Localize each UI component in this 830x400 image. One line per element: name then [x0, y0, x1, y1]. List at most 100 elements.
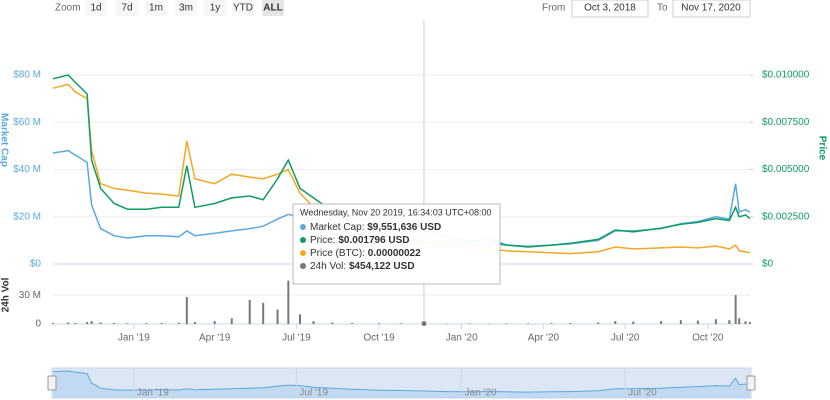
zoom-button[interactable]: 1d — [85, 0, 107, 16]
zoom-button-label[interactable]: 3m — [179, 3, 193, 14]
zoom-button[interactable]: YTD — [232, 0, 254, 16]
volume-bar — [99, 322, 102, 324]
volume-bar — [52, 323, 54, 324]
tooltip-row: Price: $0.001796 USD — [310, 235, 410, 246]
tooltip-value: $454,122 USD — [349, 261, 415, 272]
to-input[interactable] — [672, 0, 751, 18]
y-tick-label: $80 M — [13, 70, 41, 81]
y2-tick-label: $0.002500 — [762, 211, 810, 222]
from-label: From — [542, 3, 565, 14]
y-tick-label: $0 — [30, 259, 42, 270]
volume-bar — [126, 323, 129, 324]
zoom-button-bg[interactable] — [85, 0, 107, 16]
volume-bar — [185, 297, 188, 324]
volume-bar — [262, 302, 265, 324]
x-tick-label: Jul '19 — [282, 333, 311, 344]
zoom-button-bg[interactable] — [262, 0, 284, 16]
volume-bar — [331, 322, 334, 324]
zoom-button-label[interactable]: 1d — [90, 3, 101, 14]
volume-bar — [145, 323, 148, 324]
tooltip-bullet — [300, 250, 306, 256]
volume-bar — [67, 322, 70, 324]
tooltip-row: Market Cap: $9,551,636 USD — [310, 222, 441, 233]
tooltip-bullet — [300, 237, 306, 243]
volume-bar — [276, 309, 279, 324]
navigator-tick-label: Jan '20 — [465, 388, 497, 399]
volume-bar — [287, 280, 290, 324]
volume-tick-label: 0 — [35, 319, 41, 330]
to-value[interactable]: Nov 17, 2020 — [681, 3, 741, 14]
zoom-button-bg[interactable] — [204, 0, 226, 16]
zoom-button-bg[interactable] — [232, 0, 254, 16]
zoom-button[interactable]: 1m — [145, 0, 167, 16]
tooltip-row: 24h Vol: $454,122 USD — [310, 261, 415, 272]
x-tick-label: Apr '20 — [528, 333, 560, 344]
tooltip-name: Price — [310, 235, 333, 246]
volume-bar — [299, 314, 302, 324]
zoom-button[interactable]: 1y — [204, 0, 226, 16]
zoom-button-label[interactable]: YTD — [233, 3, 253, 14]
y2-tick-label: $0 — [762, 259, 774, 270]
x-tick-label: Apr '19 — [199, 333, 231, 344]
tooltip-name: Price (BTC) — [310, 248, 362, 259]
volume-bar — [468, 323, 471, 324]
volume-bar — [177, 322, 180, 324]
volume-bar — [248, 299, 251, 324]
tooltip-value: $0.001796 USD — [338, 235, 409, 246]
y2-axis-title: Price — [816, 136, 827, 161]
tooltip-bullet — [300, 263, 306, 269]
from-value[interactable]: Oct 3, 2018 — [584, 3, 636, 14]
y-tick-label: $40 M — [13, 164, 41, 175]
y-axis-title: Market Cap — [0, 113, 9, 167]
volume-bar — [614, 321, 617, 324]
from-input[interactable] — [571, 0, 649, 18]
zoom-button-bg[interactable] — [175, 0, 197, 16]
navigator-handle[interactable] — [47, 375, 57, 391]
volume-bar — [351, 323, 354, 324]
tooltip-point — [420, 320, 428, 328]
x-tick-label: Jul '20 — [611, 333, 640, 344]
volume-bar — [728, 320, 731, 324]
volume-bar — [749, 322, 751, 324]
volume-bar — [113, 323, 116, 324]
zoom-button-bg[interactable] — [145, 0, 167, 16]
zoom-label: Zoom — [55, 3, 81, 14]
volume-bar — [193, 322, 196, 324]
volume-bar — [527, 323, 530, 324]
navigator-handle[interactable] — [746, 375, 756, 391]
navigator-tick-label: Jul '20 — [628, 388, 657, 399]
zoom-button-label[interactable]: 1m — [149, 3, 163, 14]
x-tick-label: Jan '19 — [118, 333, 150, 344]
y2-tick-label: $0.005000 — [762, 164, 810, 175]
y2-tick-label: $0.007500 — [762, 117, 810, 128]
zoom-button[interactable]: 3m — [175, 0, 197, 16]
navigator-tick-label: Jan '19 — [137, 388, 169, 399]
volume-bar — [714, 319, 717, 324]
volume-bar — [160, 323, 163, 324]
zoom-button-label[interactable]: 7d — [121, 3, 132, 14]
tooltip-bullet — [300, 224, 306, 230]
tooltip-box — [292, 203, 501, 285]
zoom-button-label[interactable]: ALL — [263, 3, 282, 14]
zoom-button-bg[interactable] — [116, 0, 138, 16]
navigator-area — [53, 371, 750, 398]
volume-bar — [632, 321, 635, 324]
volume-bar — [86, 322, 89, 324]
tooltip-value: 0.00000022 — [368, 248, 421, 259]
y2-tick-label: $0.010000 — [762, 70, 810, 81]
tooltip-title: Wednesday, Nov 20 2019, 16:34:03 UTC+08:… — [300, 207, 492, 217]
volume-bar — [569, 323, 572, 324]
tooltip-row: Price (BTC): 0.00000022 — [310, 248, 421, 259]
zoom-button[interactable]: 7d — [116, 0, 138, 16]
zoom-button[interactable]: ALL — [262, 0, 284, 16]
x-tick-label: Oct '20 — [692, 333, 724, 344]
zoom-button-label[interactable]: 1y — [210, 3, 221, 14]
volume-bar — [550, 323, 553, 324]
to-label: To — [657, 3, 668, 14]
volume-bar — [744, 321, 747, 324]
volume-bar — [734, 295, 737, 324]
tooltip-name: Market Cap — [310, 222, 362, 233]
y-tick-label: $60 M — [13, 117, 41, 128]
tooltip: Wednesday, Nov 20 2019, 16:34:03 UTC+08:… — [292, 203, 501, 285]
